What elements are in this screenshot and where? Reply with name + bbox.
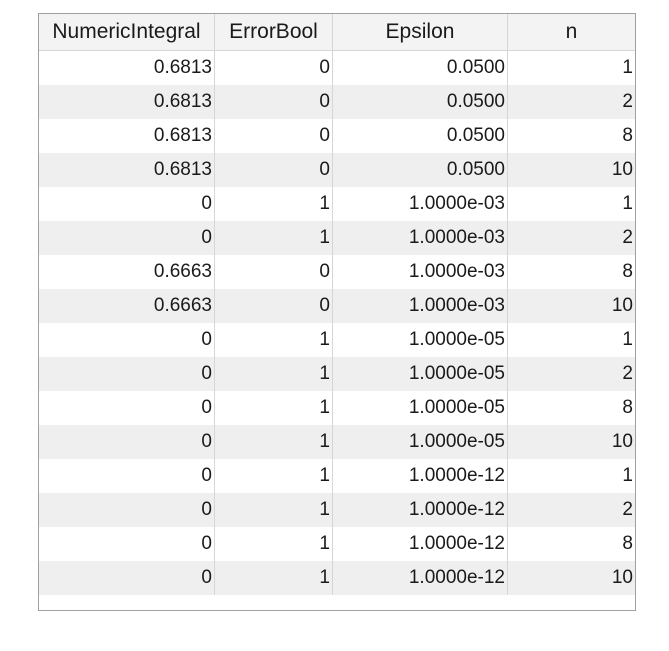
cell-errorbool[interactable]: 0 [215, 289, 333, 323]
column-header-epsilon[interactable]: Epsilon [333, 14, 508, 50]
cell-numericintegral[interactable]: 0.6813 [39, 51, 215, 85]
cell-epsilon[interactable]: 1.0000e-05 [333, 357, 508, 391]
cell-numericintegral[interactable]: 0.6663 [39, 255, 215, 289]
cell-errorbool[interactable]: 1 [215, 459, 333, 493]
column-header-numericintegral[interactable]: NumericIntegral [39, 14, 215, 50]
cell-errorbool[interactable]: 0 [215, 119, 333, 153]
table-row[interactable]: 0 1 1.0000e-03 2 [39, 221, 635, 255]
cell-errorbool[interactable]: 0 [215, 153, 333, 187]
column-header-n[interactable]: n [565, 20, 578, 43]
cell-errorbool[interactable]: 0 [215, 51, 333, 85]
cell-epsilon[interactable]: 1.0000e-03 [333, 255, 508, 289]
cell-numericintegral[interactable]: 0 [39, 391, 215, 425]
table-row[interactable]: 0 1 1.0000e-12 2 [39, 493, 635, 527]
cell-errorbool[interactable]: 1 [215, 391, 333, 425]
cell-n[interactable]: 8 [622, 125, 633, 146]
cell-numericintegral[interactable]: 0 [39, 221, 215, 255]
cell-n[interactable]: 8 [622, 533, 633, 554]
cell-errorbool[interactable]: 0 [215, 85, 333, 119]
cell-errorbool[interactable]: 1 [215, 493, 333, 527]
cell-n[interactable]: 10 [611, 295, 633, 316]
cell-n[interactable]: 1 [622, 193, 633, 214]
cell-n[interactable]: 10 [611, 159, 633, 180]
cell-epsilon[interactable]: 1.0000e-05 [333, 391, 508, 425]
cell-n[interactable]: 2 [622, 363, 633, 384]
cell-n[interactable]: 1 [622, 465, 633, 486]
cell-epsilon[interactable]: 1.0000e-03 [333, 221, 508, 255]
cell-n[interactable]: 2 [622, 227, 633, 248]
cell-numericintegral[interactable]: 0 [39, 187, 215, 221]
cell-numericintegral[interactable]: 0.6813 [39, 85, 215, 119]
cell-n[interactable]: 8 [622, 397, 633, 418]
cell-epsilon[interactable]: 1.0000e-05 [333, 425, 508, 459]
cell-numericintegral[interactable]: 0.6813 [39, 119, 215, 153]
table-row[interactable]: 0 1 1.0000e-12 10 [39, 561, 635, 595]
column-header-errorbool[interactable]: ErrorBool [215, 14, 333, 50]
cell-n[interactable]: 8 [622, 261, 633, 282]
cell-n[interactable]: 2 [622, 499, 633, 520]
cell-errorbool[interactable]: 1 [215, 527, 333, 561]
cell-errorbool[interactable]: 1 [215, 221, 333, 255]
table-row[interactable]: 0.6813 0 0.0500 8 [39, 119, 635, 153]
table-row[interactable]: 0.6813 0 0.0500 10 [39, 153, 635, 187]
cell-epsilon[interactable]: 1.0000e-12 [333, 459, 508, 493]
cell-numericintegral[interactable]: 0 [39, 459, 215, 493]
cell-n[interactable]: 1 [622, 329, 633, 350]
cell-epsilon[interactable]: 0.0500 [333, 51, 508, 85]
cell-errorbool[interactable]: 1 [215, 425, 333, 459]
cell-epsilon[interactable]: 1.0000e-12 [333, 561, 508, 595]
cell-n[interactable]: 10 [611, 431, 633, 452]
cell-n[interactable]: 1 [622, 57, 633, 78]
cell-errorbool[interactable]: 1 [215, 561, 333, 595]
table-row[interactable]: 0.6663 0 1.0000e-03 8 [39, 255, 635, 289]
table-header-row: NumericIntegral ErrorBool Epsilon n [39, 14, 635, 51]
cell-numericintegral[interactable]: 0 [39, 527, 215, 561]
table-row[interactable]: 0 1 1.0000e-05 1 [39, 323, 635, 357]
cell-epsilon[interactable]: 1.0000e-05 [333, 323, 508, 357]
table-row[interactable]: 0.6813 0 0.0500 1 [39, 51, 635, 85]
cell-n[interactable]: 2 [622, 91, 633, 112]
cell-errorbool[interactable]: 0 [215, 255, 333, 289]
table-row[interactable]: 0.6813 0 0.0500 2 [39, 85, 635, 119]
cell-numericintegral[interactable]: 0 [39, 561, 215, 595]
cell-errorbool[interactable]: 1 [215, 323, 333, 357]
table-row[interactable]: 0.6663 0 1.0000e-03 10 [39, 289, 635, 323]
cell-epsilon[interactable]: 1.0000e-03 [333, 187, 508, 221]
table-row[interactable]: 0 1 1.0000e-05 8 [39, 391, 635, 425]
cell-numericintegral[interactable]: 0.6663 [39, 289, 215, 323]
cell-numericintegral[interactable]: 0 [39, 323, 215, 357]
cell-numericintegral[interactable]: 0 [39, 425, 215, 459]
table-row[interactable]: 0 1 1.0000e-05 2 [39, 357, 635, 391]
data-table: NumericIntegral ErrorBool Epsilon n 0.68… [38, 13, 636, 611]
cell-epsilon[interactable]: 1.0000e-12 [333, 527, 508, 561]
table-row[interactable]: 0 1 1.0000e-03 1 [39, 187, 635, 221]
cell-errorbool[interactable]: 1 [215, 357, 333, 391]
cell-epsilon[interactable]: 1.0000e-03 [333, 289, 508, 323]
cell-epsilon[interactable]: 1.0000e-12 [333, 493, 508, 527]
cell-n[interactable]: 10 [611, 567, 633, 588]
cell-errorbool[interactable]: 1 [215, 187, 333, 221]
table-row[interactable]: 0 1 1.0000e-05 10 [39, 425, 635, 459]
cell-numericintegral[interactable]: 0 [39, 493, 215, 527]
table-row[interactable]: 0 1 1.0000e-12 1 [39, 459, 635, 493]
cell-epsilon[interactable]: 0.0500 [333, 153, 508, 187]
cell-numericintegral[interactable]: 0 [39, 357, 215, 391]
table-body: 0.6813 0 0.0500 1 0.6813 0 0.0500 2 0.68… [39, 51, 635, 595]
cell-epsilon[interactable]: 0.0500 [333, 85, 508, 119]
table-row[interactable]: 0 1 1.0000e-12 8 [39, 527, 635, 561]
cell-numericintegral[interactable]: 0.6813 [39, 153, 215, 187]
cell-epsilon[interactable]: 0.0500 [333, 119, 508, 153]
